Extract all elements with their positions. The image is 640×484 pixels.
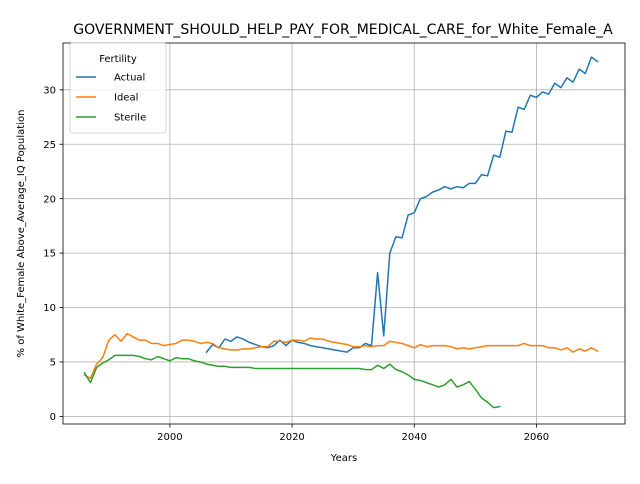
plot-area-frame <box>62 42 626 425</box>
x-tick-label: 2000 <box>157 432 182 443</box>
legend-box <box>69 42 167 134</box>
legend-label-sterile: Sterile <box>114 113 146 124</box>
y-tick-label: 30 <box>43 85 56 96</box>
chart-title: GOVERNMENT_SHOULD_HELP_PAY_FOR_MEDICAL_C… <box>73 22 613 38</box>
y-axis-label: % of White_Female Above_Average_IQ Popul… <box>16 110 27 358</box>
y-tick-label: 25 <box>43 140 56 151</box>
legend-entries: Actual Ideal Sterile <box>76 73 146 124</box>
x-axis-label: Years <box>330 453 357 464</box>
y-tick-label: 0 <box>50 412 56 423</box>
y-tick-label: 15 <box>43 249 56 260</box>
series-line-ideal <box>83 332 599 380</box>
legend-label-ideal: Ideal <box>114 93 138 104</box>
legend: Fertility Actual Ideal Sterile <box>69 42 167 134</box>
series-line-actual <box>205 56 599 354</box>
y-tick-label: 20 <box>43 194 56 205</box>
legend-label-actual: Actual <box>114 73 145 84</box>
series-line-sterile <box>83 354 501 409</box>
y-tick-label: 5 <box>50 358 56 369</box>
y-tick-label: 10 <box>43 303 56 314</box>
x-tick-label: 2020 <box>279 432 304 443</box>
x-tick-label: 2060 <box>524 432 549 443</box>
x-tick-label: 2040 <box>402 432 427 443</box>
legend-title: Fertility <box>99 54 137 65</box>
axis-ticks: 2000 2020 2040 2060 0 5 10 15 20 25 30 <box>43 85 549 443</box>
series-lines <box>83 56 599 409</box>
